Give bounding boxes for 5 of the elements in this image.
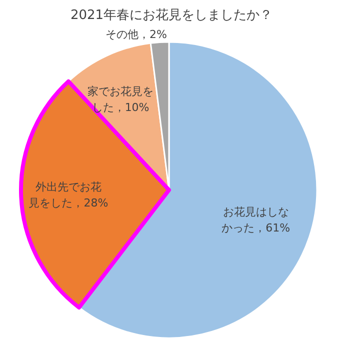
slice-label: その他，2%: [106, 28, 167, 41]
slice-label: お花見はしなかった，61%: [222, 205, 290, 234]
slice-label: 外出先でお花見をした，28%: [28, 180, 108, 210]
chart-title: 2021年春にお花見をしましたか？: [70, 8, 273, 23]
slice-label: 家でお花見をした，10%: [88, 84, 154, 114]
